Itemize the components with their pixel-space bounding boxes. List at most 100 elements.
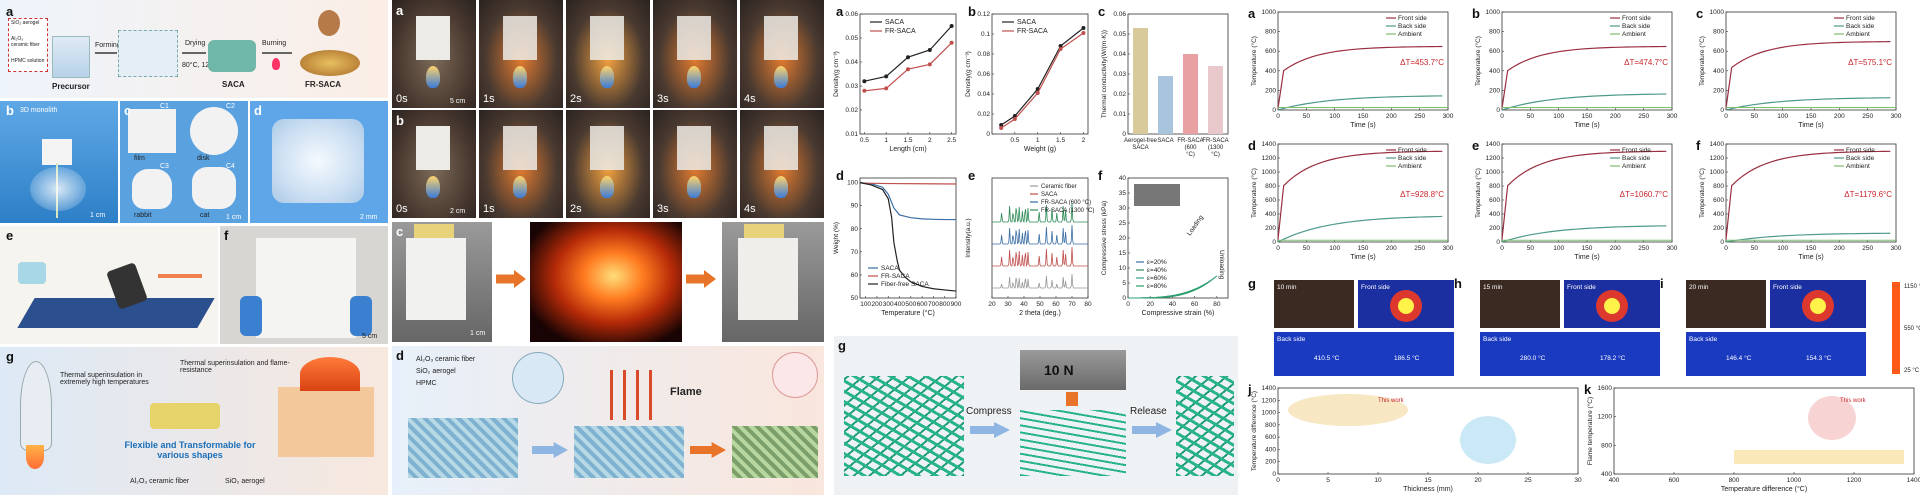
- y-tick-label: 15: [1119, 250, 1127, 257]
- legend-label: Ambient: [1398, 31, 1422, 38]
- y-tick-label: 1600: [1598, 385, 1613, 392]
- legend-label: Back side: [1622, 155, 1651, 162]
- hysteresis-loop: [1127, 275, 1218, 299]
- bar: [1183, 54, 1198, 134]
- y-tick-label: 5: [1122, 280, 1126, 287]
- legend-label: FR-SACA (1300 °C): [1041, 208, 1094, 214]
- y-tick-label: 0.1: [981, 31, 990, 38]
- panel-label: d: [1248, 138, 1256, 153]
- chart-axes: 0 5 10 15 20 25 30 0 200 400 600 800 1000 1200 1400 Thi…: [1250, 385, 1582, 493]
- y-tick-label: 600: [1265, 48, 1276, 55]
- network-compressed: [1020, 410, 1126, 476]
- chart-axes: 0 50 100 150 200 250 300 0 200 400 600 800 1000 1200 1…: [1474, 141, 1678, 261]
- delta-t-label: ΔT=928.8°C: [1400, 190, 1444, 199]
- time-label: 0s: [396, 203, 408, 215]
- x-tick-label: 0: [1276, 113, 1280, 120]
- legend-label: Ceramic fiber: [1041, 184, 1077, 190]
- chart-axes: 0 20 40 60 80 0 5 10 15 20 25 30 35 40 Compressive str…: [1101, 175, 1229, 317]
- panel-label: f: [224, 228, 229, 243]
- back-side-line: [1725, 232, 1891, 243]
- bar: [1158, 76, 1173, 134]
- bird-icon: [318, 10, 340, 36]
- front-side-line: [1277, 150, 1443, 240]
- panel-label: b: [6, 103, 14, 118]
- y-tick-label: 60: [851, 272, 859, 279]
- x-tick-label: 50: [1751, 245, 1759, 252]
- panel-1b: [0, 101, 118, 223]
- y-tick-label: 1000: [1262, 9, 1277, 16]
- time-label: 4s: [744, 93, 756, 105]
- y-tick-label: 800: [1713, 183, 1724, 190]
- back-side-line: [1725, 97, 1891, 111]
- inset-text: ceramic fiber: [11, 42, 40, 48]
- data-point: [906, 67, 910, 72]
- y-tick-label: 0.01: [1113, 111, 1126, 118]
- back-side-line: [1501, 93, 1667, 111]
- ir-value: 410.5 °C: [1314, 354, 1340, 362]
- y-tick-label: 0: [1496, 239, 1500, 246]
- scale-bar: 2 cm: [450, 208, 466, 215]
- x-tick-label: 400: [894, 301, 905, 308]
- y-axis-label: Temperature (°C): [1474, 168, 1482, 218]
- chart-axes: 0 50 100 150 200 250 300 0 200 400 600 800 1000 Time …: [1474, 9, 1678, 129]
- data-point: [1081, 26, 1086, 30]
- hot-core: [1604, 298, 1620, 314]
- this-work-label: This work: [1840, 398, 1867, 404]
- x-axis-label: 2 theta (deg.): [1019, 310, 1061, 317]
- region-highlight: [1460, 416, 1516, 464]
- x-axis-label: Time (s): [1350, 254, 1375, 261]
- x-tick-label: 30: [1574, 477, 1582, 484]
- burner-flame-icon: [600, 176, 614, 198]
- chart-axes: 0.5 1 1.5 2 2.5 0.01 0.02 0.03 0.04 0.05 0.06 Lengt…: [833, 11, 957, 153]
- x-tick-label: 60: [1052, 301, 1060, 308]
- material-block: [150, 403, 220, 429]
- x-axis-label: Temperature (°C): [881, 309, 935, 317]
- y-axis-label: Temperature (°C): [1250, 168, 1258, 218]
- category-label: °C): [1186, 152, 1195, 158]
- burner-flame-icon: [774, 66, 788, 88]
- x-tick-label: 100: [1329, 113, 1340, 120]
- dandelion-icon: [30, 167, 86, 211]
- burner-flame-icon: [600, 66, 614, 88]
- panel-1g: [0, 347, 388, 495]
- legend-label: Back side: [1398, 155, 1427, 162]
- plot-frame: [859, 177, 957, 299]
- y-axis-label: Temperature (°C): [1474, 36, 1482, 86]
- category-label: °C): [1211, 152, 1220, 158]
- x-tick-label: 200: [1610, 113, 1621, 120]
- sample-sheet: [416, 16, 450, 60]
- data-point: [949, 40, 954, 45]
- x-tick-label: 1400: [1907, 477, 1920, 484]
- y-tick-label: 50: [851, 295, 859, 302]
- sample-sheet: [406, 238, 466, 320]
- x-tick-label: 800: [1729, 477, 1740, 484]
- category-label: FR-SACA: [1177, 138, 1203, 144]
- y-tick-label: 40: [1119, 175, 1127, 182]
- y-tick-label: 200: [1489, 87, 1500, 94]
- y-tick-label: 800: [1713, 29, 1724, 36]
- burner-flame-icon: [426, 176, 440, 198]
- panel-1c: [120, 101, 248, 223]
- ir-label: Back side: [1483, 336, 1512, 343]
- y-tick-label: 0.02: [845, 107, 858, 114]
- y-axis-label: Temperature (°C): [1698, 36, 1706, 86]
- step-label: Drying: [185, 40, 206, 47]
- monolith-icon: [42, 139, 72, 165]
- roll-icon: [18, 262, 46, 284]
- x-tick-label: 600: [917, 301, 928, 308]
- x-tick-label: 0: [1500, 245, 1504, 252]
- data-point: [1081, 31, 1086, 35]
- x-tick-label: 300: [1443, 113, 1454, 120]
- time-label: 3s: [657, 93, 669, 105]
- y-tick-label: 400: [1601, 471, 1612, 478]
- delta-t-label: ΔT=1060.7°C: [1620, 190, 1669, 199]
- x-tick-label: 15: [1424, 477, 1432, 484]
- fiber-block: [272, 119, 364, 203]
- photo-frame: 0s: [392, 110, 476, 218]
- scale-bar: 1 cm: [470, 330, 486, 337]
- y-tick-label: 800: [1265, 422, 1276, 429]
- inset-box: [8, 18, 48, 72]
- y-tick-label: 1200: [1262, 155, 1277, 162]
- y-tick-label: 0.03: [1113, 71, 1126, 78]
- burner-flame-icon: [687, 176, 701, 198]
